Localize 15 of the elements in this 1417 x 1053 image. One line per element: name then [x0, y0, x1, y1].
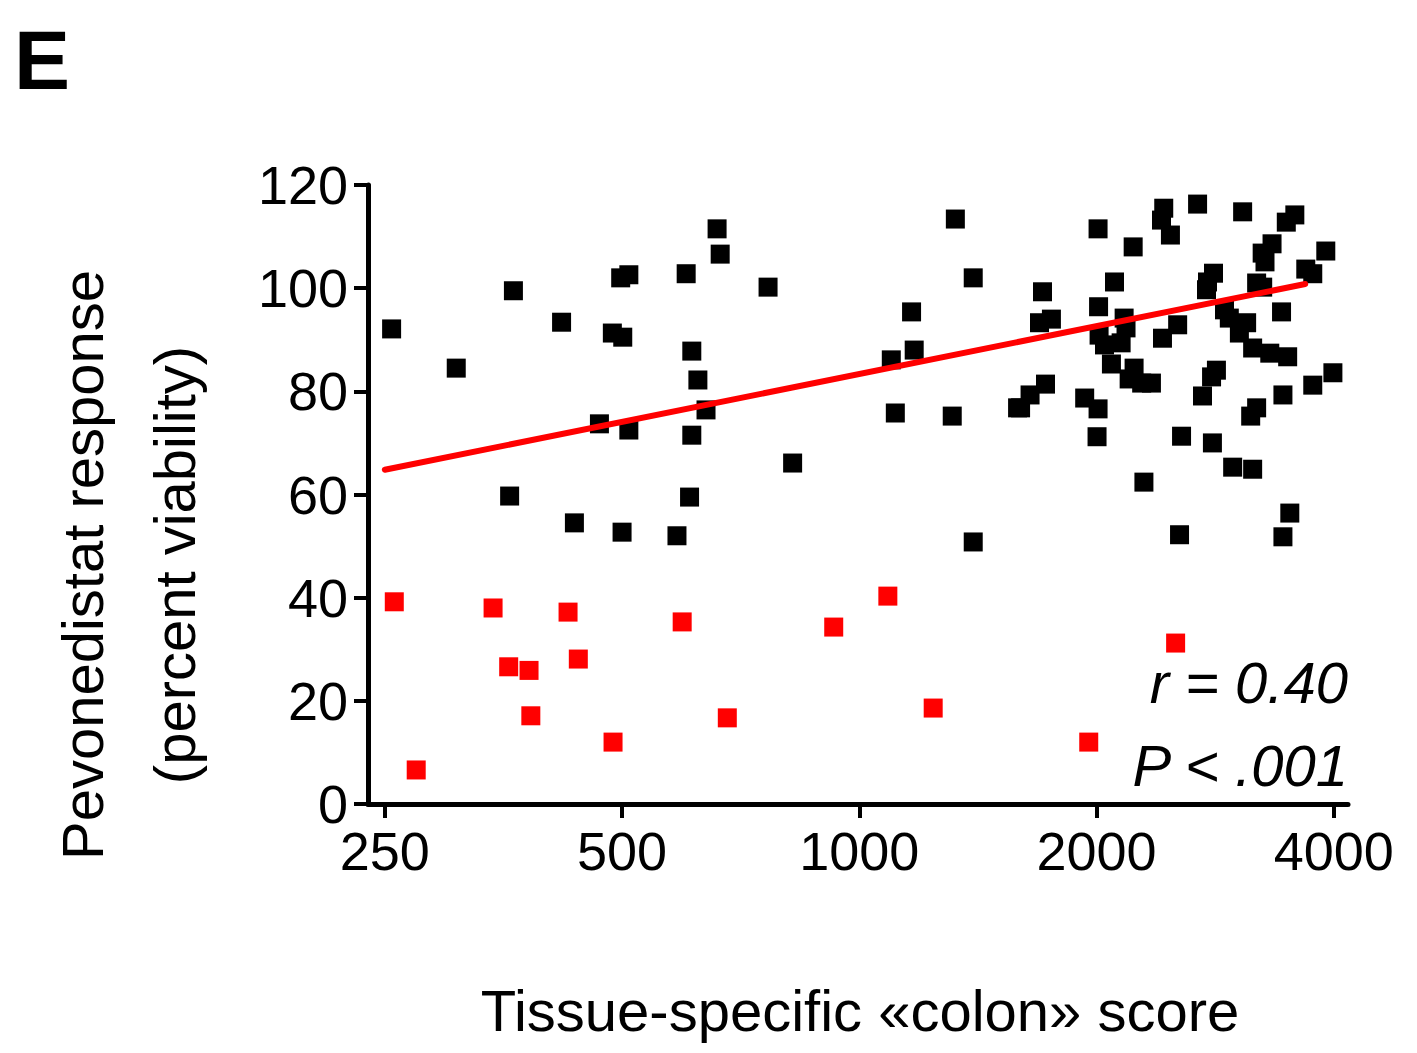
annotation: P < .001: [1132, 732, 1348, 798]
y-tick-label: 120: [257, 155, 348, 215]
y-tick-label: 60: [287, 464, 348, 525]
y-axis-title: Pevonedistat response (percent viability): [49, 269, 207, 861]
x-tick-label: 2000: [1036, 821, 1157, 881]
y-tick-label: 20: [287, 670, 348, 731]
x-tick-label: 500: [577, 821, 668, 881]
x-tick-label: 4000: [1273, 821, 1394, 881]
x-tick-label: 1000: [799, 821, 920, 881]
chart-title: E: [14, 13, 71, 107]
x-axis-title: Tissue-specific «colon» score: [480, 977, 1240, 1043]
y-tick-label: 40: [287, 567, 348, 628]
y-tick-label: 80: [287, 361, 348, 422]
y-tick-label: 100: [257, 258, 348, 319]
annotation: r = 0.40: [1149, 649, 1348, 715]
